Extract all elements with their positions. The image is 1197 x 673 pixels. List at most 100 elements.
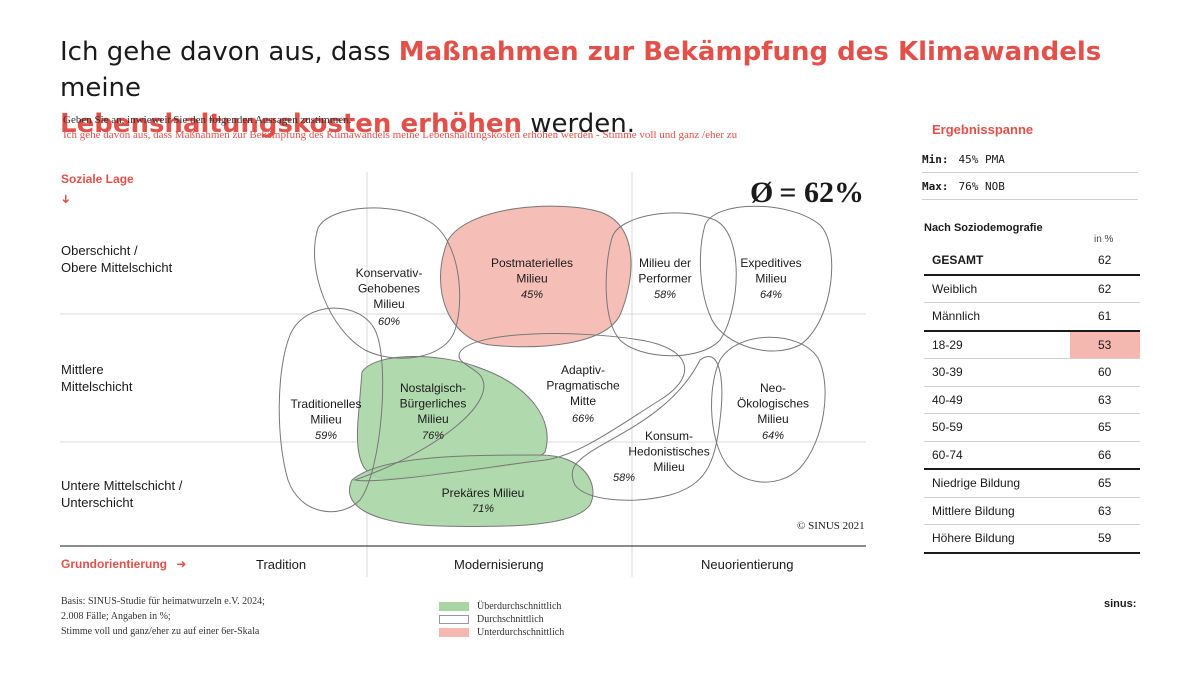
milieu-value: 66% — [572, 413, 594, 425]
milieu-name: Traditionelles Milieu — [291, 397, 362, 427]
basis-note: Basis: SINUS-Studie für heimatwurzeln e.… — [61, 594, 265, 639]
milieu-shape-postmaterielles — [440, 205, 632, 348]
legend-label: Durchschnittlich — [477, 614, 544, 625]
legend-swatch-below — [439, 628, 469, 637]
legend-item: Überdurchschnittlich — [439, 600, 564, 613]
row-value: 65 — [1098, 420, 1112, 434]
row-label: Männlich — [932, 309, 981, 323]
row-label: Höhere Bildung — [932, 531, 1015, 545]
title-highlight: Maßnahmen zur Bekämpfung des Klimawandel… — [398, 37, 1102, 67]
milieu-value: 71% — [472, 503, 494, 515]
milieu-name: Postmaterielles Milieu — [491, 256, 573, 286]
column-label-neuorientierung: Neuorientierung — [701, 557, 794, 572]
milieu-name: Expeditives Milieu — [740, 256, 801, 286]
column-label-modernisierung: Modernisierung — [454, 557, 544, 572]
row-value: 62 — [1098, 253, 1112, 267]
milieu-value: 60% — [378, 316, 400, 328]
milieu-name: Konservativ-Gehobenes Milieu — [356, 266, 423, 311]
table-row: 30-39 60 — [924, 359, 1140, 387]
title-highlight: Lebenshaltungskosten erhöhen — [60, 109, 522, 139]
milieu-shape-expeditives — [699, 205, 833, 352]
row-label: Mittlere Bildung — [932, 503, 1015, 518]
table-row: 60-74 66 — [924, 442, 1140, 470]
row-value: 59 — [1098, 531, 1112, 545]
divider — [922, 199, 1138, 200]
milieu-name: Nostalgisch-Bürgerliches Milieu — [400, 381, 467, 426]
range-max-value: 76% NOB — [958, 180, 1005, 193]
legend-item: Unterdurchschnittlich — [439, 626, 564, 639]
column-label-tradition: Tradition — [256, 557, 307, 572]
basis-line: Basis: SINUS-Studie für heimatwurzeln e.… — [61, 596, 265, 607]
row-value: 66 — [1098, 447, 1112, 462]
row-label: Weiblich — [932, 281, 978, 296]
row-label: GESAMT — [932, 253, 984, 267]
row-label: 18-29 — [932, 337, 963, 352]
unit-label: in % — [1094, 234, 1114, 245]
milieu-shape-neooekologisches — [711, 336, 826, 483]
milieu-value: 76% — [422, 430, 444, 442]
row-label: 50-59 — [932, 420, 963, 434]
milieu-name: Neo-Ökologisches Milieu — [737, 381, 809, 426]
milieu-shape-konsum — [571, 356, 723, 501]
table-row: GESAMT 62 — [924, 247, 1140, 276]
ergebnisspanne-title: Ergebnisspanne — [932, 122, 1034, 137]
copyright: © SINUS 2021 — [797, 520, 865, 532]
row-label: 60-74 — [932, 447, 963, 462]
row-value: 62 — [1098, 281, 1112, 296]
average-symbol: Ø — [750, 176, 774, 209]
row-value: 61 — [1098, 309, 1112, 323]
milieu-shape-traditionelles — [278, 307, 384, 513]
basis-line: Stimme voll und ganz/eher zu auf einer 6… — [61, 626, 260, 637]
title-text: meine — [60, 73, 142, 103]
row-label: 40-49 — [932, 392, 963, 407]
milieu-value: 58% — [613, 472, 635, 484]
milieu-name: Adaptiv-Pragmatische Mitte — [546, 363, 620, 408]
milieu-shape-performer — [605, 212, 737, 357]
milieu-shape-konservativ — [314, 207, 461, 359]
row-value: 63 — [1098, 392, 1112, 407]
range-min-value: 45% PMA — [958, 153, 1005, 166]
legend-item: Durchschnittlich — [439, 613, 564, 626]
basis-line: 2.008 Fälle; Angaben in %; — [61, 611, 171, 622]
title-text: Ich gehe davon aus, dass — [60, 37, 399, 67]
legend-swatch-average — [439, 615, 469, 624]
table-row: 18-29 53 — [924, 331, 1140, 359]
page-title: Ich gehe davon aus, dass Maßnahmen zur B… — [60, 34, 1140, 142]
divider — [922, 172, 1138, 173]
range-max-label: Max: — [922, 180, 949, 193]
table-row: 50-59 65 — [924, 414, 1140, 442]
row-label: 30-39 — [932, 365, 963, 379]
row-label-middle: Mittlere Mittelschicht — [61, 362, 133, 394]
table-row: Weiblich 62 — [924, 276, 1140, 303]
legend-label: Überdurchschnittlich — [477, 601, 562, 612]
milieu-value: 64% — [762, 430, 784, 442]
milieu-name: Konsum-Hedonistisches Milieu — [628, 429, 709, 474]
milieu-name: Prekäres Milieu — [442, 486, 525, 500]
table-row: 40-49 63 — [924, 387, 1140, 414]
row-value-below-average: 53 — [1070, 331, 1140, 358]
y-axis-title: Soziale Lage — [61, 172, 134, 186]
row-label-lower: Untere Mittelschicht / Unterschicht — [61, 478, 183, 510]
soziodemografie-table: GESAMT 62 Weiblich 62 Männlich 61 18-29 53 3… — [924, 247, 1140, 554]
table-row: Höhere Bildung 59 — [924, 525, 1140, 554]
row-value: 63 — [1098, 503, 1112, 518]
milieu-value: 45% — [521, 289, 543, 301]
milieu-shape-prekaeres — [348, 454, 594, 528]
range-max: Max: 76% NOB — [922, 180, 1005, 193]
title-text: werden. — [521, 109, 635, 139]
right-arrow-icon: ➜ — [176, 557, 187, 571]
legend: Überdurchschnittlich Durchschnittlich Un… — [439, 600, 564, 639]
legend-swatch-above — [439, 602, 469, 611]
row-value: 65 — [1098, 476, 1112, 490]
milieu-shape-adaptiv — [353, 333, 686, 482]
x-axis-title: Grundorientierung ➜ — [61, 557, 186, 571]
average-value: Ø = 62% — [750, 176, 864, 210]
table-row: Mittlere Bildung 63 — [924, 498, 1140, 525]
question-instruction: Geben Sie an, inwieweit Sie den folgende… — [63, 114, 352, 126]
soziodemografie-title: Nach Soziodemografie — [924, 222, 1043, 234]
milieu-value: 64% — [760, 289, 782, 301]
x-axis-title-text: Grundorientierung — [61, 557, 167, 571]
table-row: Niedrige Bildung 65 — [924, 470, 1140, 498]
legend-label: Unterdurchschnittlich — [477, 627, 565, 638]
milieu-labels: Konservativ-Gehobenes Milieu 60% Postmate… — [291, 256, 809, 515]
